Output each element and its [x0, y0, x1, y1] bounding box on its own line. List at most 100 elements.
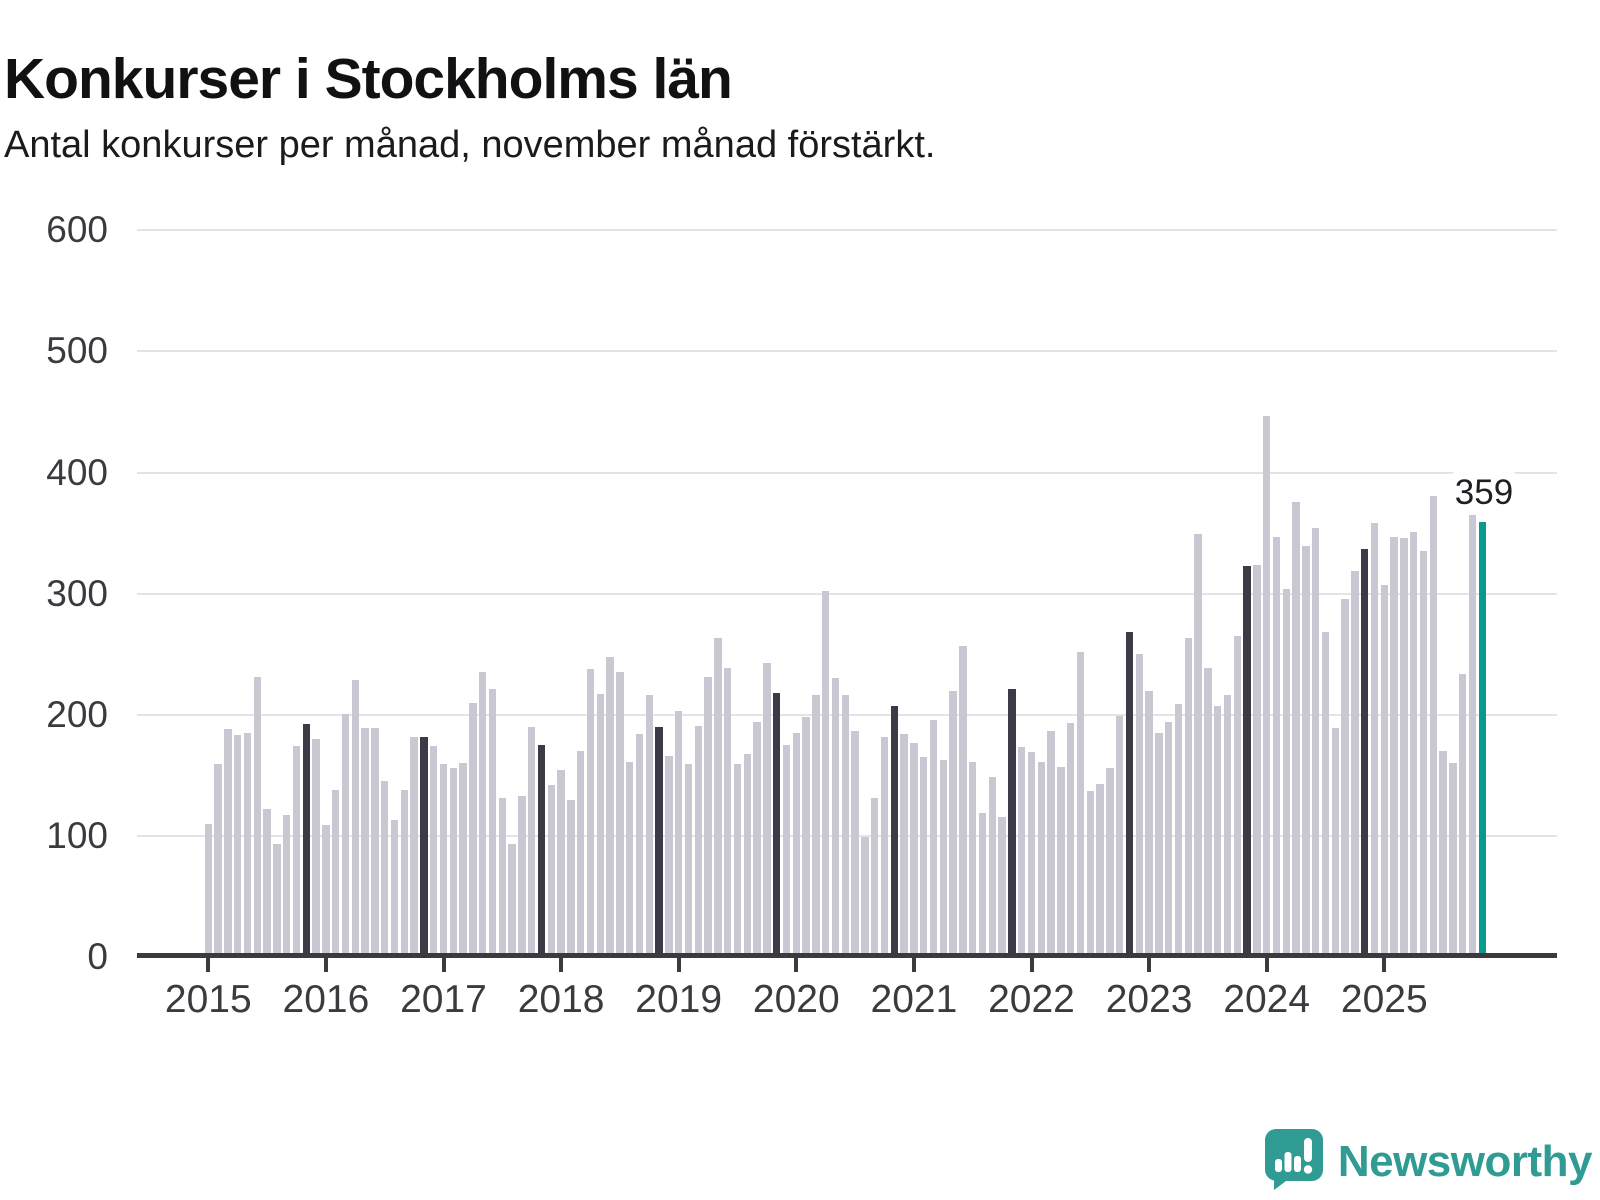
bar-2022-06	[1076, 651, 1085, 955]
bar-2016-04	[351, 679, 360, 955]
bar-2016-11	[420, 736, 428, 955]
bar-2017-12	[547, 785, 556, 955]
bar-2023-09	[1223, 695, 1232, 955]
bar-2017-10	[527, 726, 536, 955]
bar-2015-12	[312, 739, 320, 955]
x-axis-label-2022: 2022	[988, 978, 1075, 1021]
bar-2018-05	[596, 694, 605, 955]
bar-2017-01	[439, 764, 448, 955]
bar-2018-08	[625, 762, 634, 955]
bar-2024-03	[1282, 588, 1291, 955]
bar-2022-04	[1057, 766, 1065, 955]
bar-2019-02	[684, 764, 693, 955]
bar-2023-07	[1204, 667, 1212, 955]
bar-2024-10	[1351, 570, 1359, 955]
bar-2020-11	[890, 706, 899, 955]
x-axis-tick-2017	[441, 958, 446, 972]
bar-2025-02	[1390, 536, 1398, 955]
bar-2025-04	[1409, 531, 1418, 955]
x-axis-tick-2018	[559, 958, 564, 972]
bar-2015-03	[224, 729, 232, 955]
bar-2016-03	[341, 713, 350, 955]
x-axis-label-2018: 2018	[517, 978, 605, 1021]
bar-2020-09	[870, 798, 879, 955]
bar-2024-12	[1370, 523, 1379, 955]
bar-2017-02	[449, 768, 458, 955]
gridline-400	[137, 471, 1557, 474]
bar-2022-10	[1115, 715, 1124, 955]
bar-2016-08	[390, 820, 399, 955]
bar-2020-04	[821, 591, 830, 955]
bar-2021-10	[998, 816, 1006, 955]
x-axis-label-2019: 2019	[635, 978, 723, 1021]
bar-2022-02	[1037, 762, 1046, 955]
bar-2023-06	[1194, 534, 1202, 955]
bar-2016-12	[429, 746, 438, 955]
bar-2018-03	[576, 751, 585, 955]
bar-2023-03	[1164, 722, 1173, 955]
bar-2016-07	[380, 781, 389, 955]
bar-2023-01	[1145, 690, 1153, 955]
bar-2020-02	[802, 717, 810, 955]
bar-2025-05	[1419, 551, 1428, 955]
y-axis-label-0: 0	[87, 936, 108, 977]
x-axis-tick-2025	[1382, 958, 1387, 972]
x-axis-label-2017: 2017	[400, 978, 487, 1021]
bar-2018-12	[665, 755, 673, 955]
bar-2024-02	[1272, 536, 1281, 955]
bar-2024-11	[1360, 548, 1369, 955]
bar-2019-10	[763, 662, 771, 955]
bar-2021-02	[919, 757, 928, 955]
bar-2023-02	[1155, 732, 1163, 955]
bar-2020-06	[841, 695, 850, 955]
x-axis-tick-2015	[206, 958, 211, 972]
bar-2018-09	[635, 734, 644, 955]
bar-2022-03	[1047, 730, 1055, 955]
bar-2019-11	[772, 692, 781, 955]
bar-2019-04	[704, 677, 712, 955]
bar-2020-05	[831, 678, 840, 955]
bar-2024-09	[1341, 598, 1349, 955]
bar-2024-06	[1311, 528, 1320, 955]
gridline-500	[137, 350, 1557, 353]
y-axis-label-400: 400	[46, 451, 108, 493]
bar-2021-12	[1017, 747, 1026, 955]
bar-2018-11	[655, 726, 663, 955]
bar-2025-06	[1429, 495, 1438, 955]
bar-2018-07	[616, 672, 624, 955]
bar-2020-10	[880, 736, 889, 955]
newsworthy-logo-icon	[1264, 1128, 1324, 1195]
x-axis-tick-2022	[1029, 958, 1034, 972]
bar-2021-08	[978, 812, 987, 955]
x-axis-tick-2020	[794, 958, 799, 972]
bar-2019-08	[743, 753, 752, 955]
bar-2017-06	[488, 689, 497, 955]
bar-2015-08	[273, 844, 281, 955]
x-axis-label-2024: 2024	[1223, 978, 1311, 1021]
bar-2019-06	[723, 667, 732, 955]
bar-2016-10	[410, 736, 418, 955]
bar-2018-01	[557, 770, 565, 955]
x-axis-label-2023: 2023	[1105, 978, 1193, 1021]
bar-2020-07	[851, 730, 859, 955]
bar-2025-07	[1439, 751, 1447, 955]
y-axis-label-200: 200	[46, 693, 108, 735]
bar-2019-12	[782, 745, 791, 955]
bar-2017-09	[518, 795, 526, 955]
x-axis-label-2021: 2021	[870, 978, 958, 1021]
bar-2021-06	[959, 645, 967, 955]
bar-2022-05	[1066, 723, 1075, 955]
bar-2021-09	[988, 776, 997, 955]
bar-2017-11	[537, 745, 546, 955]
bar-2020-01	[792, 732, 801, 955]
bar-2022-11	[1125, 632, 1134, 955]
bar-2023-04	[1174, 703, 1183, 955]
bar-2015-01	[204, 823, 213, 955]
x-axis-label-2016: 2016	[282, 978, 370, 1021]
bar-2022-07	[1086, 791, 1095, 955]
y-axis-label-300: 300	[46, 572, 108, 614]
x-axis-label-2015: 2015	[164, 978, 252, 1021]
bar-2017-03	[459, 763, 467, 955]
bar-2018-02	[567, 799, 575, 955]
bar-2017-04	[469, 702, 477, 955]
